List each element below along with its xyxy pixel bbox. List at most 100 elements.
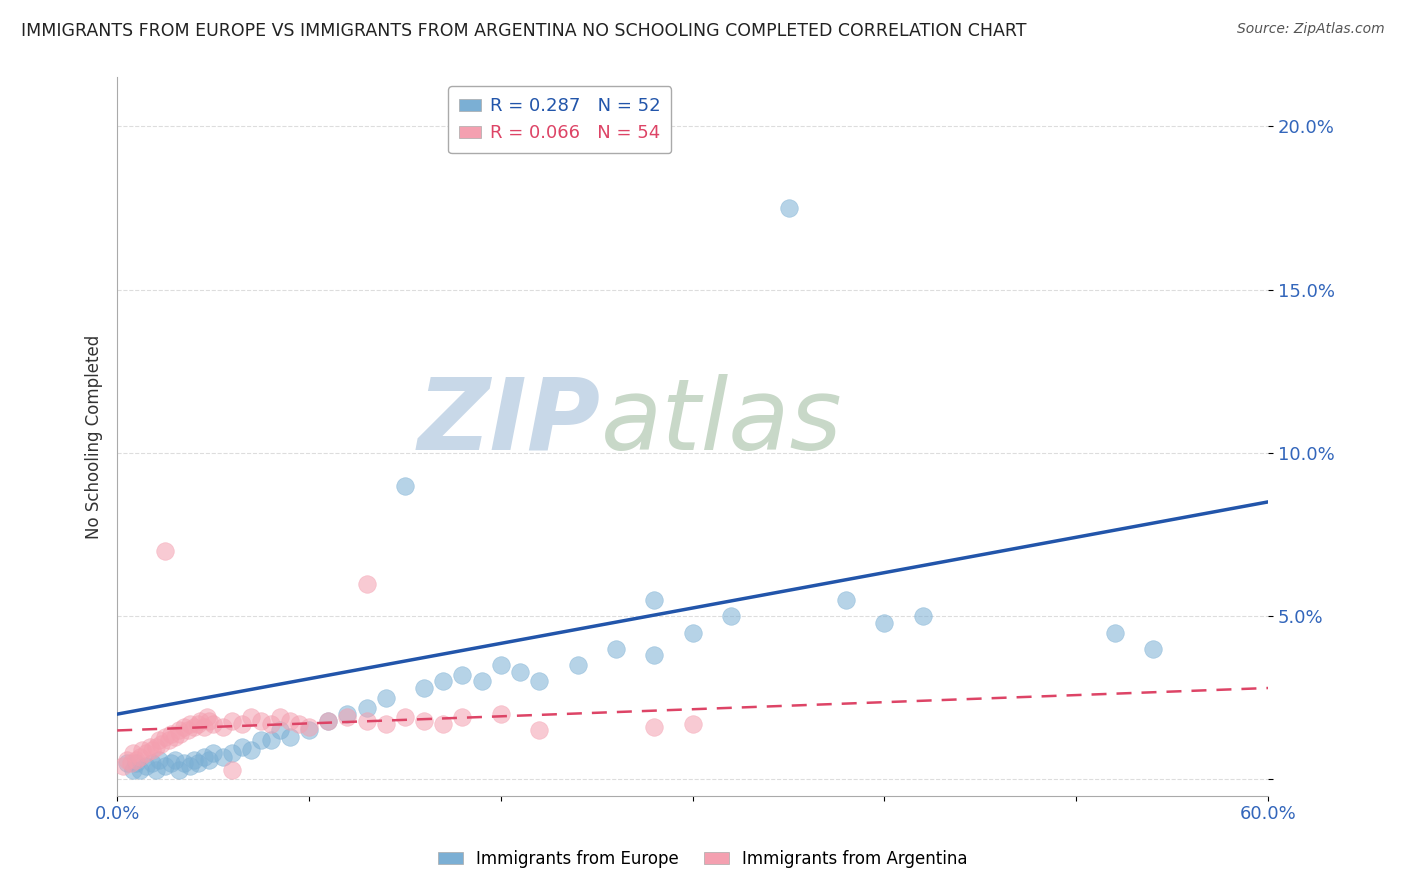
Text: IMMIGRANTS FROM EUROPE VS IMMIGRANTS FROM ARGENTINA NO SCHOOLING COMPLETED CORRE: IMMIGRANTS FROM EUROPE VS IMMIGRANTS FRO… [21,22,1026,40]
Point [139,739,162,754]
Point [471,674,494,689]
Point [1142,641,1164,656]
Legend: R = 0.287   N = 52, R = 0.066   N = 54: R = 0.287 N = 52, R = 0.066 N = 54 [449,87,672,153]
Point [643,720,665,734]
Point [177,723,200,738]
Point [835,592,858,607]
Point [211,720,233,734]
Point [231,717,253,731]
Point [356,576,378,591]
Point [188,714,211,728]
Point [135,759,157,773]
Point [605,641,627,656]
Point [121,747,143,761]
Point [250,733,273,747]
Point [259,733,281,747]
Point [374,717,396,731]
Point [394,478,416,492]
Point [211,749,233,764]
Point [198,714,221,728]
Point [394,710,416,724]
Point [153,544,176,558]
Legend: Immigrants from Europe, Immigrants from Argentina: Immigrants from Europe, Immigrants from … [432,844,974,875]
Point [643,648,665,663]
Point [131,743,153,757]
Point [1104,625,1126,640]
Point [432,717,454,731]
Point [221,763,243,777]
Point [202,717,225,731]
Point [163,730,186,744]
Point [173,720,195,734]
Point [413,714,436,728]
Point [682,625,704,640]
Text: atlas: atlas [600,374,842,471]
Point [316,714,339,728]
Point [489,658,512,673]
Point [221,714,243,728]
Point [150,737,173,751]
Point [451,668,474,682]
Point [187,756,209,771]
Point [169,727,191,741]
Point [374,690,396,705]
Point [451,710,474,724]
Point [527,723,550,738]
Text: Source: ZipAtlas.com: Source: ZipAtlas.com [1237,22,1385,37]
Point [173,756,195,771]
Point [720,609,742,624]
Point [240,710,263,724]
Text: ZIP: ZIP [418,374,600,471]
Point [509,665,531,679]
Point [250,714,273,728]
Point [129,763,152,777]
Point [413,681,436,695]
Point [489,707,512,722]
Point [269,710,291,724]
Point [115,756,138,771]
Point [129,749,152,764]
Point [141,756,163,771]
Point [167,763,190,777]
Point [157,733,180,747]
Point [336,710,359,724]
Point [120,756,142,771]
Point [187,717,209,731]
Point [231,739,253,754]
Point [145,763,167,777]
Point [153,730,176,744]
Point [145,739,167,754]
Point [115,753,138,767]
Point [432,674,454,689]
Point [202,747,225,761]
Point [135,747,157,761]
Point [160,727,183,741]
Point [336,707,359,722]
Y-axis label: No Schooling Completed: No Schooling Completed [86,334,103,539]
Point [316,714,339,728]
Point [298,723,321,738]
Point [183,753,205,767]
Point [259,717,281,731]
Point [183,720,205,734]
Point [141,743,163,757]
Point [278,730,301,744]
Point [160,756,183,771]
Point [873,615,896,630]
Point [193,720,215,734]
Point [278,714,301,728]
Point [163,753,186,767]
Point [298,720,321,734]
Point [167,723,190,738]
Point [682,717,704,731]
Point [356,714,378,728]
Point [240,743,263,757]
Point [111,759,134,773]
Point [179,759,201,773]
Point [288,717,311,731]
Point [221,747,243,761]
Point [269,723,291,738]
Point [148,753,170,767]
Point [193,749,215,764]
Point [778,201,800,215]
